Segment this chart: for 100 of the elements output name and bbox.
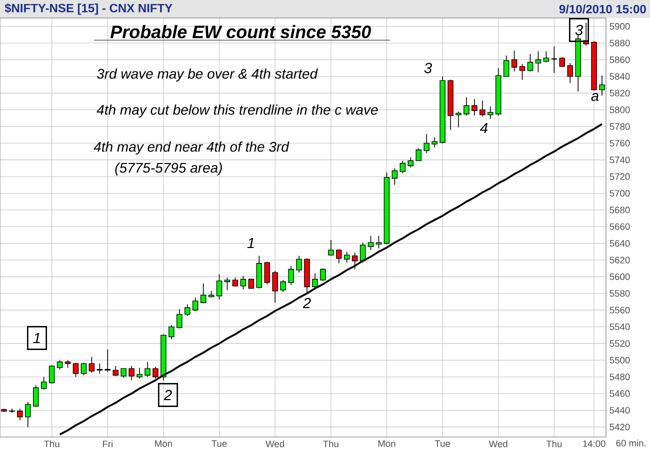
candlestick: [56, 360, 63, 370]
annotation: Probable EW count since 5350: [110, 25, 372, 38]
y-tick-label: 5760: [610, 140, 630, 146]
y-tick-label: 5640: [610, 240, 630, 247]
candlestick: [567, 62, 574, 84]
y-tick-label: 5660: [610, 223, 630, 230]
candlestick: [352, 252, 358, 270]
x-tick-label: Tue: [434, 440, 450, 447]
candlestick: [192, 297, 198, 312]
text: 9/10/2010 15:00: [559, 4, 646, 14]
candlestick: [88, 356, 95, 374]
chart-title: $NIFTY-NSE [15] - CNX NIFTY: [4, 3, 172, 15]
candlestick: [32, 384, 39, 408]
annotation: 3: [575, 24, 583, 36]
y-tick-label: 5700: [610, 190, 630, 197]
candlestick: [543, 50, 550, 63]
annotation: a: [591, 92, 599, 102]
candlestick: [400, 160, 406, 174]
candlestick: [200, 283, 206, 304]
candlestick: [336, 248, 342, 264]
x-tick-label: Thu: [44, 440, 60, 448]
candlestick: [416, 148, 422, 162]
candlestick: [328, 240, 334, 256]
y-tick-label: 5800: [610, 106, 630, 114]
candlestick: [392, 168, 398, 186]
annotation: 4th may cut below this trendline in the c wave: [96, 104, 378, 118]
y-tick-label: 5520: [610, 340, 630, 347]
y-tick-label: 5780: [610, 123, 630, 130]
candlestick: [144, 361, 150, 378]
candlestick: [80, 362, 87, 376]
candlestick: [128, 366, 134, 381]
candlestick: [152, 366, 158, 379]
candlestick: [559, 56, 566, 68]
candlestick: [527, 53, 534, 72]
candlestick: [368, 235, 374, 250]
candlestick: [216, 274, 222, 300]
y-tick-label: 5680: [610, 206, 630, 214]
x-tick-label: Wed: [488, 440, 508, 448]
candlestick: [599, 75, 605, 96]
candlestick: [424, 134, 430, 154]
y-tick-label: 5420: [610, 424, 630, 430]
candlestick: [456, 111, 462, 128]
x-tick-label: Mon: [155, 440, 172, 447]
candlestick: [550, 46, 558, 74]
y-tick-label: 5820: [610, 90, 630, 96]
y-tick-label: 5600: [610, 273, 630, 280]
annotation: 4: [480, 122, 488, 134]
y-tick-label: 5620: [610, 256, 630, 264]
candlestick: [264, 261, 270, 285]
text: 60 min.: [616, 440, 646, 446]
candlestick: [519, 64, 526, 80]
candlestick: [296, 255, 302, 273]
x-tick-label: Fri: [102, 440, 112, 448]
candlestick: [120, 368, 126, 378]
annotation: (5775-5795 area): [115, 162, 222, 176]
candlestick: [535, 50, 542, 73]
annotation: 1: [33, 332, 40, 344]
y-tick-label: 5740: [610, 156, 630, 164]
y-tick-label: 5880: [610, 40, 630, 46]
candlestick: [176, 308, 182, 329]
candlestick: [17, 408, 23, 421]
candlestick: [280, 280, 286, 292]
candlestick: [432, 136, 438, 148]
line-series: [58, 123, 603, 436]
candlestick: [48, 364, 55, 384]
candlestick: [480, 100, 486, 117]
y-tick-label: 5480: [610, 374, 630, 380]
candlestick: [240, 276, 246, 290]
candlestick: [112, 366, 119, 376]
candlestick: [344, 251, 350, 263]
candlestick: [72, 362, 79, 378]
annotation: 3rd wave may be over & 4th started: [96, 68, 318, 82]
annotation: 1: [247, 238, 254, 248]
y-tick-label: 5560: [610, 306, 630, 314]
candlestick: [248, 278, 254, 289]
candlestick: [224, 277, 230, 290]
annotation: 3: [424, 62, 432, 74]
candlestick: [288, 265, 294, 286]
candlestick: [184, 304, 190, 316]
candlestick: [487, 106, 494, 120]
candlestick: [96, 363, 103, 374]
candlestick: [408, 156, 414, 168]
y-tick-label: 5460: [610, 390, 630, 397]
candlestick: [320, 268, 326, 282]
candlestick: [136, 367, 142, 379]
y-tick-label: 5900: [610, 23, 630, 30]
candlestick: [376, 235, 382, 249]
candlestick: [511, 50, 518, 72]
annotation: 2: [302, 298, 311, 308]
annotation: 2: [164, 390, 172, 400]
y-tick-label: 5540: [610, 324, 630, 330]
y-tick-label: 5860: [610, 56, 630, 64]
x-tick-label: Mon: [378, 440, 396, 447]
y-tick-label: 5440: [610, 407, 630, 414]
candlestick: [272, 270, 278, 304]
y-tick-label: 5840: [610, 73, 630, 80]
candlestick: [8, 408, 16, 414]
candlestick: [503, 55, 510, 77]
candlestick: [232, 277, 238, 288]
x-tick-label: Thu: [323, 440, 338, 448]
